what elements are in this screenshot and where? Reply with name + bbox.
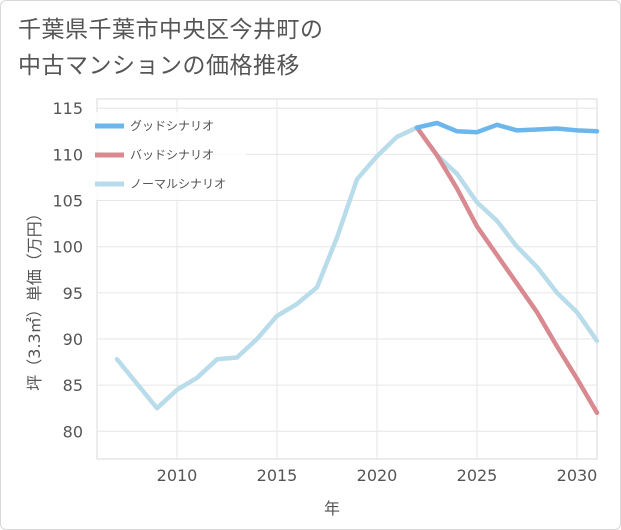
chart-title: 千葉県千葉市中央区今井町の 中古マンションの価格推移 [18, 12, 324, 84]
legend-label: ノーマルシナリオ [130, 177, 226, 191]
y-tick-label: 90 [63, 330, 83, 349]
y-tick-label: 105 [52, 192, 83, 211]
legend-label: バッドシナリオ [130, 148, 214, 162]
legend-label: グッドシナリオ [130, 119, 214, 133]
y-axis-title: 坪（3.3㎡）単価（万円） [25, 205, 44, 390]
y-tick-label: 95 [63, 284, 83, 303]
x-tick-label: 2010 [157, 466, 198, 485]
y-tick-label: 80 [63, 422, 83, 441]
x-tick-label: 2025 [457, 466, 498, 485]
y-tick-label: 115 [52, 99, 83, 118]
y-tick-label: 100 [52, 238, 83, 257]
y-tick-label: 110 [52, 145, 83, 164]
x-tick-label: 2015 [257, 466, 298, 485]
y-axis-ticks: 80 85 90 95 100 105 110 115 [52, 99, 83, 441]
x-tick-label: 2030 [557, 466, 598, 485]
series-line-1 [414, 120, 600, 135]
series-lines [114, 120, 600, 416]
chart-title-line2: 中古マンションの価格推移 [18, 53, 300, 79]
y-tick-label: 85 [63, 376, 83, 395]
chart-title-line1: 千葉県千葉市中央区今井町の [18, 17, 324, 43]
x-axis-title: 年 [324, 499, 340, 518]
series-line-3 [114, 125, 600, 411]
series-line-2 [414, 125, 600, 416]
x-tick-label: 2020 [357, 466, 398, 485]
x-axis-ticks: 2010 2015 2020 2025 2030 [157, 466, 598, 485]
